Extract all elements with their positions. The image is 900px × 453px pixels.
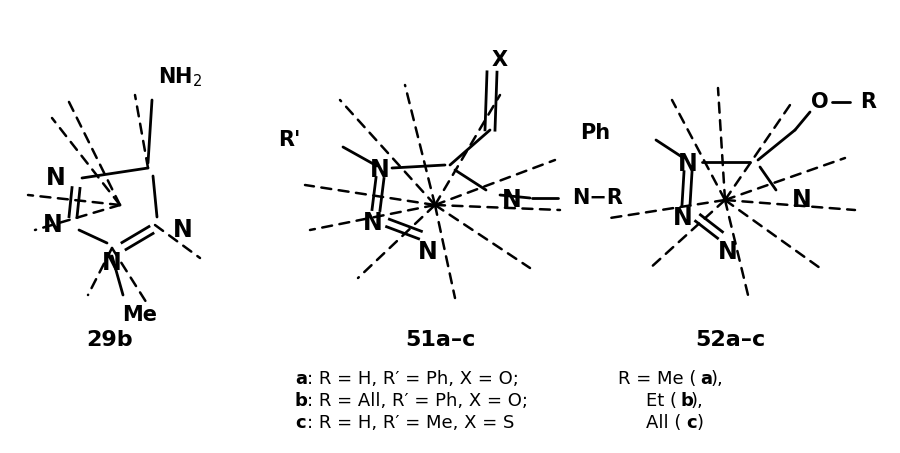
Text: N: N [102,251,122,275]
Text: All (: All ( [646,414,681,432]
Text: ),: ), [691,392,704,410]
Text: O: O [811,92,829,112]
Text: R = Me (: R = Me ( [618,370,697,388]
Text: N: N [718,240,738,264]
Text: : R = H, R′ = Me, X = S: : R = H, R′ = Me, X = S [307,414,515,432]
Text: : R = H, R′ = Ph, X = O;: : R = H, R′ = Ph, X = O; [307,370,519,388]
Text: N: N [46,166,66,190]
Text: NH$_2$: NH$_2$ [158,65,202,89]
Text: R': R' [277,130,300,150]
Text: : R = All, R′ = Ph, X = O;: : R = All, R′ = Ph, X = O; [307,392,528,410]
Text: b: b [680,392,693,410]
Text: N: N [363,211,382,235]
Text: Et (: Et ( [646,392,677,410]
Text: N−R: N−R [572,188,623,208]
Text: a: a [295,370,307,388]
Text: b: b [295,392,308,410]
Text: ),: ), [711,370,724,388]
Text: c: c [686,414,697,432]
Text: N: N [792,188,812,212]
Text: 52a–c: 52a–c [695,330,765,350]
Text: 29b: 29b [86,330,133,350]
Text: Ph: Ph [580,123,610,143]
Text: ): ) [697,414,704,432]
Text: N: N [418,240,438,264]
Text: c: c [295,414,306,432]
Text: a: a [700,370,712,388]
Text: N: N [678,152,698,176]
Text: N: N [673,206,693,230]
Text: N: N [370,158,390,182]
Text: Me: Me [122,305,158,325]
Text: X: X [492,50,508,70]
Text: N: N [43,213,63,237]
Text: 51a–c: 51a–c [405,330,475,350]
Text: R: R [860,92,876,112]
Text: N: N [173,218,193,242]
Text: N: N [502,188,522,212]
